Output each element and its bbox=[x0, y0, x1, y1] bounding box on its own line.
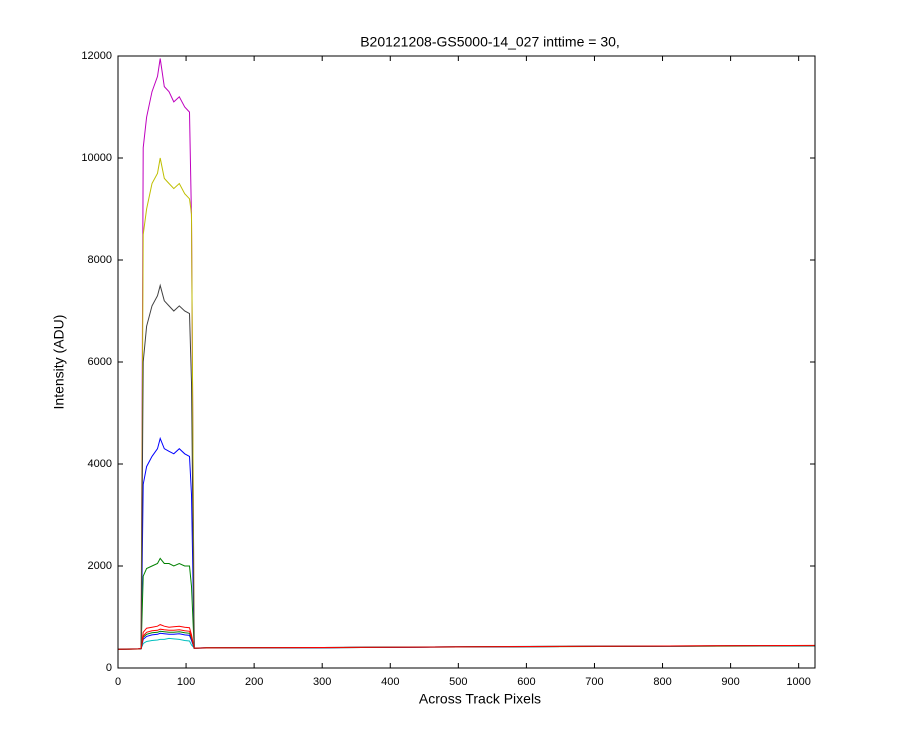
x-tick-label: 100 bbox=[177, 676, 195, 688]
y-tick-label: 8000 bbox=[88, 254, 112, 266]
x-tick-label: 600 bbox=[517, 676, 535, 688]
chart-title: B20121208-GS5000-14_027 inttime = 30, bbox=[360, 34, 620, 50]
x-tick-label: 500 bbox=[449, 676, 467, 688]
y-tick-label: 12000 bbox=[81, 50, 112, 62]
y-tick-label: 4000 bbox=[88, 458, 112, 470]
x-tick-label: 1000 bbox=[786, 676, 810, 688]
y-tick-label: 0 bbox=[106, 662, 112, 674]
y-axis-label: Intensity (ADU) bbox=[51, 315, 67, 410]
y-tick-label: 10000 bbox=[81, 152, 112, 164]
x-tick-label: 800 bbox=[653, 676, 671, 688]
x-tick-label: 200 bbox=[245, 676, 263, 688]
plot-area: 0 100 200 300 400 500 600 700 800 900 100002000400… bbox=[81, 50, 816, 688]
series-line bbox=[117, 628, 816, 650]
axes-box bbox=[117, 55, 816, 669]
x-tick-label: 0 bbox=[115, 676, 121, 688]
x-tick-label: 300 bbox=[313, 676, 331, 688]
x-axis-label: Across Track Pixels bbox=[419, 691, 541, 707]
x-tick-label: 400 bbox=[381, 676, 399, 688]
x-tick-label: 700 bbox=[585, 676, 603, 688]
y-tick-label: 2000 bbox=[88, 560, 112, 572]
x-tick-label: 900 bbox=[721, 676, 739, 688]
y-tick-label: 6000 bbox=[88, 356, 112, 368]
